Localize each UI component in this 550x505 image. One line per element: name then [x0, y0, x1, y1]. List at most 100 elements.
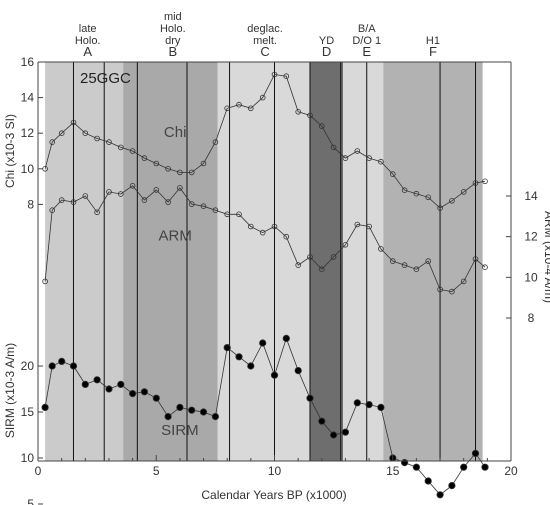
interval-band-2: [217, 62, 310, 461]
interval-band-1: [123, 62, 218, 461]
sirm-point: [481, 463, 489, 471]
sirm-point: [365, 400, 373, 409]
interval-band-4: [343, 62, 384, 461]
arm-point: [437, 286, 443, 293]
core-id-label: 25GGC: [80, 70, 131, 87]
arm-point: [425, 258, 432, 264]
chi-tick-label: 10: [21, 162, 35, 176]
event-label-0-line: Holo.: [75, 35, 101, 47]
sirm-point: [176, 403, 184, 411]
arm-tick-label: 12: [524, 230, 538, 244]
chi-point: [224, 105, 231, 112]
arm-point: [165, 199, 171, 205]
arm-point: [200, 203, 207, 210]
x-tick-label: 5: [153, 464, 160, 478]
sirm-point: [105, 385, 113, 393]
arm-point: [141, 197, 148, 203]
sirm-point: [129, 389, 137, 398]
arm-point: [42, 278, 48, 285]
event-label-2-line: C: [260, 44, 269, 59]
arm-point: [413, 266, 420, 273]
interval-band-5: [383, 62, 483, 461]
event-label-3-line: YD: [319, 35, 334, 47]
data-series: Chi ARM SIRM: [41, 71, 489, 499]
arm-point: [259, 229, 266, 236]
sirm-point: [412, 463, 420, 471]
arm-point: [283, 233, 290, 240]
arm-point: [94, 209, 100, 216]
arm-point: [295, 262, 302, 268]
arm-point: [248, 223, 254, 230]
arm-series-label: ARM: [158, 228, 191, 245]
chi-point: [153, 160, 160, 167]
event-label-1-line: dry: [165, 35, 181, 47]
arm-tick-label: 14: [524, 189, 538, 203]
sirm-point: [223, 343, 231, 352]
arm-point: [129, 183, 136, 189]
chi-point: [82, 130, 89, 137]
arm-point: [482, 264, 488, 271]
chi-point: [295, 109, 302, 115]
sirm-point: [448, 481, 456, 490]
event-label-4-line: B/A: [358, 23, 376, 35]
sirm-point: [294, 366, 302, 375]
arm-point: [460, 278, 467, 285]
chi-point: [449, 198, 455, 204]
arm-point: [153, 187, 160, 193]
chi-point: [212, 139, 219, 145]
x-tick-label: 15: [386, 464, 400, 478]
sirm-point: [247, 362, 255, 370]
event-label-2-line: deglac.: [247, 23, 282, 35]
chi-point: [437, 205, 443, 211]
arm-point: [378, 246, 384, 252]
arm-series-line: [44, 185, 486, 293]
x-tick-label: 20: [504, 464, 518, 478]
sirm-tick-label: 20: [21, 359, 35, 373]
arm-point: [82, 193, 89, 199]
sirm-point: [164, 412, 172, 421]
event-label-5-line: F: [429, 44, 437, 59]
axes: 0 5 10 15 20 8 10 12 14 16 Chi (x10-3 SI) 8 10 12 14 AR…: [3, 55, 550, 505]
sirm-series-label: SIRM: [161, 422, 199, 439]
arm-point: [177, 185, 183, 191]
chi-point: [70, 119, 77, 126]
sirm-point: [306, 394, 314, 402]
arm-point: [342, 242, 349, 248]
sirm-point: [282, 334, 290, 342]
arm-tick-label: 10: [524, 270, 538, 284]
chi-tick-label: 14: [21, 91, 35, 105]
arm-tick-label: 8: [528, 311, 535, 325]
sirm-point: [341, 428, 349, 436]
event-label-1-line: mid: [164, 11, 182, 23]
chi-tick-label: 16: [21, 55, 35, 69]
chi-point: [248, 105, 254, 112]
arm-point: [212, 207, 219, 214]
sirm-point: [235, 353, 243, 361]
event-label-3-line: D: [322, 44, 331, 59]
event-label-4-line: E: [362, 44, 371, 59]
interval-band-3: [309, 62, 344, 461]
chi-point: [342, 155, 349, 161]
chi-point: [177, 169, 183, 176]
sirm-axis-title: SIRM (x10-3 A/m): [3, 343, 17, 438]
chi-tick-label: 8: [27, 197, 34, 211]
arm-point: [236, 211, 242, 218]
event-label-1-line: Holo.: [160, 23, 186, 35]
arm-point: [366, 223, 372, 230]
chi-point: [94, 135, 100, 142]
sirm-point: [81, 380, 89, 388]
sirm-point: [436, 491, 444, 499]
event-label-2-line: melt.: [253, 35, 277, 47]
chi-point: [366, 155, 372, 161]
x-tick-label: 0: [35, 464, 42, 478]
arm-axis-title: ARM (x10-4 A/m): [542, 211, 550, 303]
arm-point: [401, 262, 408, 268]
chi-point: [129, 148, 136, 154]
sirm-point: [93, 376, 101, 384]
event-labels: lateHolo.AmidHolo.dryBdeglac.melt.CYDDB/…: [75, 11, 440, 59]
sirm-point: [460, 463, 468, 471]
arm-point: [330, 254, 337, 260]
chi-point: [49, 139, 55, 145]
sirm-point: [471, 449, 480, 457]
chi-point: [389, 171, 396, 177]
